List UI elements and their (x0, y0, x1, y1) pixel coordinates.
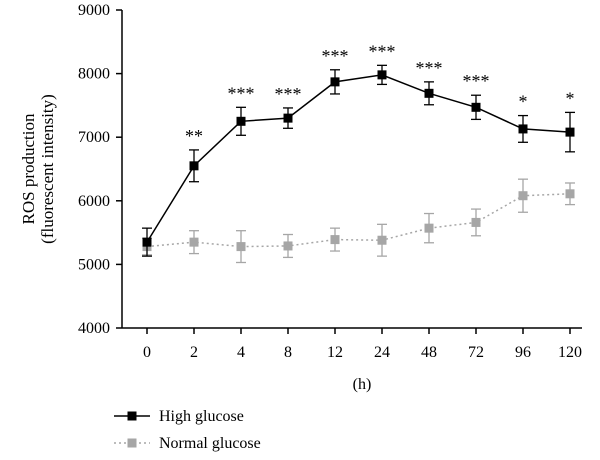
significance-label: *** (275, 84, 302, 104)
data-point (189, 237, 199, 247)
x-tick-label: 2 (190, 344, 198, 361)
y-tick-label: 5000 (78, 256, 110, 273)
legend-label-normal-glucose: Normal glucose (159, 435, 261, 452)
legend: High glucose Normal glucose (114, 408, 261, 452)
data-point (518, 124, 528, 134)
legend-marker-high-glucose (127, 411, 137, 421)
series-high-glucose: ***** ****** ********** * (142, 41, 575, 257)
x-tick-label: 24 (374, 344, 390, 361)
series-layer: ***** ****** ********** * (142, 41, 575, 264)
data-point (330, 77, 340, 87)
data-point (142, 237, 152, 247)
x-tick-label: 12 (327, 344, 343, 361)
significance-label: *** (463, 71, 490, 91)
x-tick-label: 4 (237, 344, 245, 361)
data-point (236, 242, 246, 252)
y-tick-label: 8000 (78, 66, 110, 83)
significance-label: * (519, 92, 528, 112)
x-tick-label: 72 (468, 344, 484, 361)
y-axis-label: ROS production (19, 113, 38, 224)
significance-label: *** (369, 41, 396, 61)
series-line (146, 74, 571, 243)
data-point (236, 116, 246, 126)
x-tick-label: 0 (143, 344, 151, 361)
x-axis-label: (h) (353, 376, 372, 393)
y-tick-label: 9000 (78, 2, 110, 19)
data-point (565, 127, 575, 137)
series-line (146, 193, 571, 248)
data-point (330, 235, 340, 245)
significance-label: *** (416, 58, 443, 78)
data-point (283, 113, 293, 123)
data-point (471, 102, 481, 112)
data-point (189, 161, 199, 171)
y-tick-label: 6000 (78, 193, 110, 210)
x-tick-label: 48 (421, 344, 437, 361)
x-tick-label: 8 (284, 344, 292, 361)
y-ticks: 4000 5000 6000 7000 8000 9000 (78, 2, 122, 337)
legend-marker-normal-glucose (127, 438, 137, 448)
data-point (283, 241, 293, 251)
significance-label: *** (322, 46, 349, 66)
significance-label: *** (228, 83, 255, 103)
legend-item-high-glucose: High glucose (114, 408, 244, 425)
data-point (424, 88, 434, 98)
significance-label: * (566, 88, 575, 108)
y-tick-label: 4000 (78, 320, 110, 337)
data-point (565, 189, 575, 199)
series-normal-glucose (142, 178, 575, 264)
data-point (377, 70, 387, 80)
data-point (518, 191, 528, 201)
y-axis-label-unit: (fluorescent intensity) (38, 94, 57, 244)
y-tick-label: 7000 (78, 129, 110, 146)
legend-item-normal-glucose: Normal glucose (114, 435, 261, 452)
legend-label-high-glucose: High glucose (159, 408, 244, 425)
data-point (424, 223, 434, 233)
x-tick-label: 120 (558, 344, 582, 361)
data-point (471, 217, 481, 227)
significance-label: ** (185, 126, 203, 146)
data-point (377, 235, 387, 245)
x-tick-label: 96 (515, 344, 531, 361)
x-ticks: 0 2 4 8 12 24 48 72 96 120 (143, 328, 582, 361)
